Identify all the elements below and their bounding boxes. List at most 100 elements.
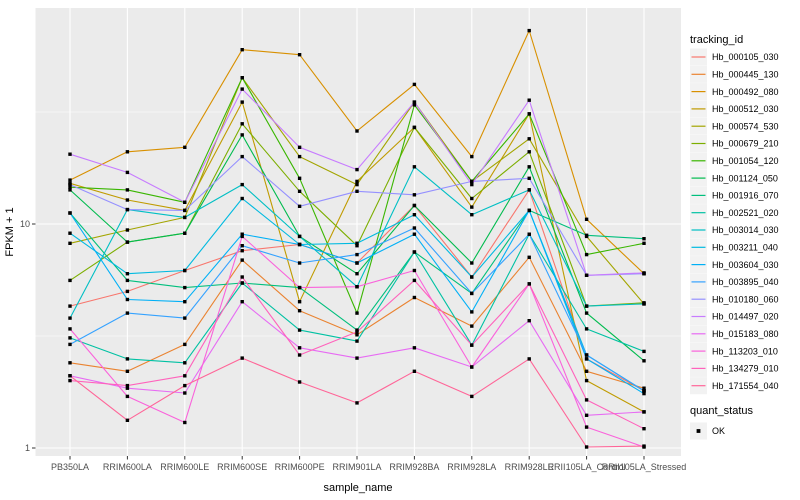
legend-item: Hb_134279_010 (690, 359, 779, 377)
data-point (240, 87, 244, 91)
data-point (470, 324, 474, 328)
data-point (527, 137, 531, 141)
data-point (355, 261, 359, 265)
data-point (68, 182, 72, 187)
data-point (125, 188, 130, 192)
data-point (584, 311, 589, 315)
data-point (355, 241, 359, 245)
data-point (240, 275, 244, 279)
data-point (297, 234, 302, 239)
data-point (240, 48, 244, 52)
data-point (470, 154, 474, 159)
data-point (68, 304, 72, 308)
legend-item: Hb_001054_120 (690, 152, 779, 170)
data-point (527, 112, 531, 116)
data-point (68, 361, 72, 365)
data-point (412, 103, 417, 107)
data-point (68, 374, 72, 378)
data-point (125, 394, 130, 399)
x-axis-title: sample_name (323, 482, 392, 494)
data-point (183, 420, 187, 425)
data-point (125, 369, 130, 373)
legend-item-label: Hb_001124_050 (712, 173, 778, 183)
legend-item: Hb_113203_010 (690, 342, 778, 360)
data-point (125, 207, 130, 212)
data-point (297, 346, 302, 350)
x-tick-label: RRIM928BA (389, 462, 439, 472)
legend-tracking-items: Hb_000105_030 Hb_000445_130 Hb_000492_080 H… (690, 48, 779, 395)
data-point (297, 309, 302, 313)
data-point (125, 272, 130, 276)
data-point (125, 278, 130, 283)
legend-key-square-marker (696, 429, 701, 433)
data-point (68, 152, 72, 156)
data-point (642, 427, 646, 431)
legend-item-label: Hb_000105_030 (712, 52, 779, 62)
legend-item-label: Hb_003604_030 (712, 260, 779, 270)
data-point (68, 211, 72, 215)
data-point (412, 226, 417, 230)
data-point (527, 188, 531, 192)
data-point (642, 302, 646, 306)
legend-item-label: Hb_000679_210 (712, 139, 779, 149)
data-point (297, 176, 302, 180)
data-point (240, 154, 244, 159)
legend-item: Hb_000679_210 (690, 135, 779, 152)
data-point (470, 205, 474, 209)
data-point (584, 273, 589, 277)
data-point (584, 369, 589, 373)
legend-item-label: Hb_000512_030 (712, 104, 779, 114)
x-tick-labels: PB350LA RRIM600LA RRIM600LE RRIM600SE RRIM60… (51, 462, 686, 472)
data-point (183, 374, 187, 378)
data-point (68, 231, 72, 235)
legend: tracking_id Hb_000105_030Hb_000445_130Hb… (690, 34, 779, 440)
data-point (412, 165, 417, 169)
data-point (470, 394, 474, 399)
data-point (470, 310, 474, 314)
x-tick-label: RRIM600LE (160, 462, 209, 472)
data-point (68, 185, 72, 189)
data-point (642, 391, 646, 396)
data-point (183, 383, 187, 388)
legend-item-label: Hb_002521_020 (712, 208, 779, 218)
data-point (68, 378, 72, 383)
legend-item-label: Hb_003895_040 (712, 277, 779, 287)
data-point (355, 189, 359, 193)
x-tick-label: RRIM901LA (332, 462, 381, 472)
data-point (183, 316, 187, 320)
data-point (527, 232, 531, 236)
data-point (527, 357, 531, 361)
legend-item-label: Hb_003211_040 (712, 243, 778, 253)
data-point (240, 281, 244, 285)
legend-item-label: OK (712, 426, 725, 436)
legend-item: Hb_015183_080 (690, 325, 779, 343)
data-point (355, 129, 359, 133)
gridlines (35, 8, 681, 456)
data-point (527, 319, 531, 323)
data-point (297, 285, 302, 290)
data-point (297, 328, 302, 332)
legend-item: Hb_000492_080 (690, 83, 779, 101)
data-point (125, 383, 130, 388)
data-point (642, 359, 646, 363)
data-point (297, 261, 302, 265)
data-point (584, 252, 589, 257)
legend-item: Hb_000512_030 (690, 100, 779, 118)
data-point (183, 391, 187, 395)
data-point (527, 98, 531, 102)
data-point (183, 145, 187, 149)
data-point (183, 268, 187, 273)
data-point (297, 53, 302, 57)
data-point (125, 289, 130, 294)
axis-ticks (32, 223, 645, 460)
data-point (240, 258, 244, 262)
data-point (355, 330, 359, 334)
data-point-markers (68, 28, 646, 449)
data-point (355, 272, 359, 276)
y-axis-title: FPKM + 1 (4, 207, 16, 256)
data-point (412, 295, 417, 300)
data-point (584, 357, 589, 361)
data-point (297, 380, 302, 384)
data-point (412, 346, 417, 350)
data-point (470, 291, 474, 296)
